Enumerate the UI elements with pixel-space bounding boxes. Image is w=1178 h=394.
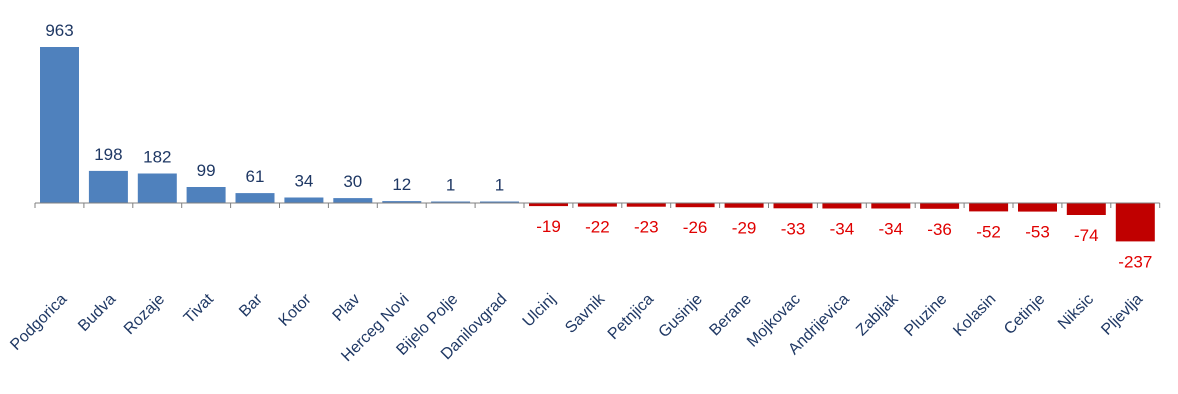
category-label: Zabljak	[853, 290, 902, 339]
data-label: -53	[1025, 223, 1050, 242]
data-labels-group: 963 198 182 99 61 34 30 12 1 1 -19 -22 -23 -26 -29 -33 -…	[45, 21, 1152, 271]
bar-savnik	[577, 203, 617, 207]
bar-berane	[724, 203, 764, 208]
data-label: 99	[197, 161, 216, 180]
category-label: Cetinje	[1001, 291, 1048, 338]
category-label: Tivat	[181, 290, 218, 327]
data-label: -237	[1118, 252, 1152, 271]
category-label: Plav	[330, 291, 364, 325]
bar-cetinje	[1018, 203, 1057, 212]
bar-budva	[88, 170, 128, 203]
bar-podgorica	[40, 47, 79, 203]
data-label: 1	[446, 176, 455, 195]
bar-plav	[333, 198, 373, 203]
bar-danilovgrad	[480, 201, 519, 203]
bar-rozaje	[137, 173, 177, 203]
category-label: Pluzine	[901, 291, 950, 340]
data-label: 12	[392, 175, 411, 194]
data-label: 61	[246, 167, 265, 186]
data-label: 182	[143, 148, 171, 167]
bar-mojkovac	[773, 203, 813, 209]
bar-bar	[235, 193, 275, 203]
bar-tivat	[186, 187, 226, 203]
category-label: Budva	[75, 291, 119, 335]
category-label: Gusinje	[656, 291, 706, 341]
category-label: Bar	[236, 290, 266, 320]
data-label: -22	[585, 218, 610, 237]
data-label: -52	[976, 222, 1001, 241]
category-label: Kolasin	[950, 291, 999, 340]
bar-pluzine	[920, 203, 960, 209]
category-label: Berane	[706, 291, 755, 340]
bar-pljevlja	[1115, 203, 1155, 242]
category-label: Pljevlja	[1098, 291, 1146, 339]
bars-group	[40, 47, 1155, 242]
data-label: -23	[634, 218, 659, 237]
data-label: 198	[94, 145, 122, 164]
data-label: 30	[343, 172, 362, 191]
bar-gusinje	[675, 203, 715, 208]
bar-zabljak	[871, 203, 911, 209]
bar-niksic	[1066, 203, 1106, 215]
category-label: Podgorica	[7, 291, 70, 354]
bar-andrijevica	[822, 203, 862, 209]
bar-bijelo-polje	[431, 201, 471, 203]
category-label: Savnik	[562, 290, 609, 337]
data-label: -26	[683, 218, 708, 237]
data-label: -33	[781, 219, 806, 238]
data-label: 34	[294, 172, 313, 191]
bar-kolasin	[969, 203, 1009, 212]
category-label: Kotor	[276, 290, 316, 330]
data-label: -74	[1074, 226, 1099, 245]
category-label: Niksic	[1055, 291, 1097, 333]
data-label: -34	[830, 220, 855, 239]
bar-ulcinj	[529, 203, 568, 207]
category-label: Rozaje	[121, 291, 168, 338]
data-label: 963	[45, 21, 73, 40]
bar-herceg-novi	[382, 201, 422, 203]
category-label: Ulcinj	[520, 291, 560, 331]
data-label: -19	[536, 217, 561, 236]
data-label: -29	[732, 219, 757, 238]
data-label: -34	[879, 220, 904, 239]
data-label: 1	[495, 176, 504, 195]
bar-kotor	[284, 197, 324, 203]
bar-petnjica	[626, 203, 666, 207]
x-axis-ticks	[34, 203, 1161, 208]
category-labels-group: Podgorica Budva Rozaje Tivat Bar Kotor PlavHer…	[7, 290, 1146, 365]
category-label: Petnjica	[605, 291, 657, 343]
data-label: -36	[927, 220, 952, 239]
